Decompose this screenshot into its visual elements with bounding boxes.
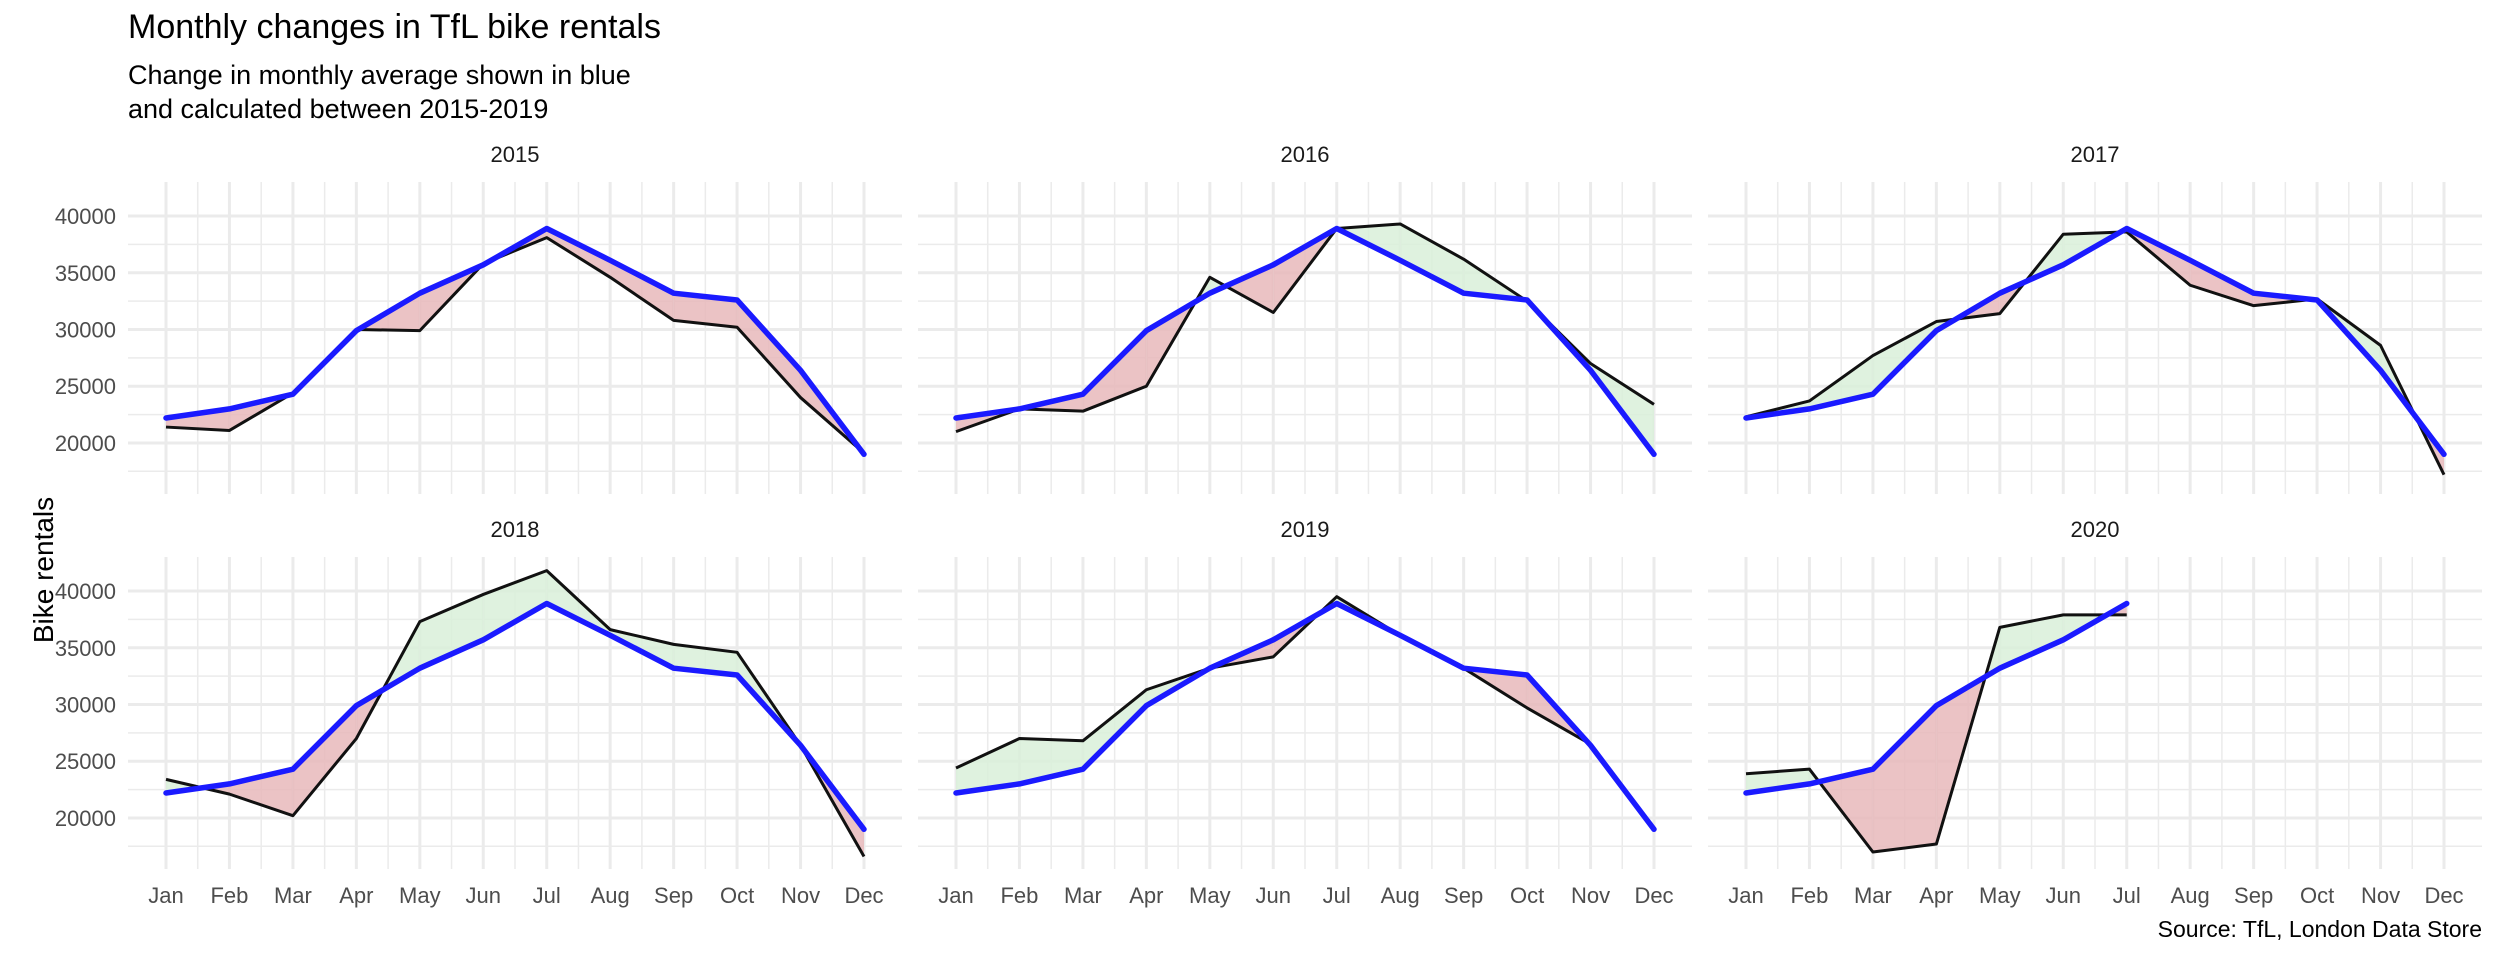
x-tick-label: Sep: [2234, 883, 2273, 908]
x-tick-label: Jan: [1728, 883, 1763, 908]
y-tick-label: 25000: [55, 374, 116, 399]
facet-label-2016: 2016: [1281, 142, 1330, 167]
x-tick-label: Jun: [466, 883, 501, 908]
difference-ribbon: [1225, 264, 1274, 313]
difference-ribbon: [292, 705, 357, 816]
actual-rentals-line-2019: [955, 595, 1656, 830]
difference-ribbon: [1999, 614, 2064, 669]
facet-label-2017: 2017: [2071, 142, 2120, 167]
actual-rentals-line-2017: [1745, 230, 2446, 476]
x-tick-label: Jun: [2046, 883, 2081, 908]
x-tick-label: Apr: [1129, 883, 1163, 908]
x-tick-label: Jan: [148, 883, 183, 908]
x-tick-label: Nov: [1571, 883, 1610, 908]
difference-ribbon: [1400, 223, 1464, 294]
actual-rentals-line-2018: [165, 569, 866, 858]
difference-ribbon: [546, 228, 611, 278]
difference-ribbon: [1872, 705, 1937, 852]
facet-panel-2020: 2020 Jan Feb Mar Apr May Jun Jul Aug Sep Oct Nov Dec: [1708, 517, 2482, 908]
x-tick-label: Dec: [844, 883, 883, 908]
x-tick-label: Oct: [2300, 883, 2334, 908]
difference-ribbon: [166, 408, 230, 431]
x-tick-label: May: [399, 883, 441, 908]
difference-ribbon: [1082, 689, 1147, 770]
x-tick-label: Aug: [2171, 883, 2210, 908]
facet-panel-2016: 2016: [918, 142, 1692, 494]
x-tick-label: Jul: [1323, 883, 1351, 908]
x-tick-label: Nov: [781, 883, 820, 908]
facet-label-2019: 2019: [1281, 517, 1330, 542]
x-tick-label: Aug: [1381, 883, 1420, 908]
y-tick-label: 40000: [55, 579, 116, 604]
y-tick-label: 30000: [55, 692, 116, 717]
y-tick-label: 20000: [55, 806, 116, 831]
x-tick-label: Nov: [2361, 883, 2400, 908]
difference-ribbon: [673, 293, 738, 328]
monthly-average-line-2018: [163, 600, 867, 833]
difference-ribbon: [483, 570, 547, 640]
difference-ribbon: [956, 738, 1020, 793]
y-tick-label: 40000: [55, 204, 116, 229]
x-tick-label: Mar: [1854, 883, 1892, 908]
chart-title: Monthly changes in TfL bike rentals: [128, 8, 661, 46]
actual-rentals-line-2020: [1745, 613, 2127, 854]
facet-panel-2017: 2017: [1708, 142, 2482, 494]
y-tick-label: 35000: [55, 636, 116, 661]
monthly-average-line-2020: [1743, 600, 2130, 796]
facet-panel-2018: 2018 20000 25000 30000 35000 40000 Jan Feb Mar Ap…: [55, 517, 902, 908]
x-tick-label: Jan: [938, 883, 973, 908]
x-tick-label: Apr: [339, 883, 373, 908]
difference-ribbon: [610, 260, 674, 321]
difference-ribbon: [419, 594, 484, 669]
monthly-average-line-2019: [953, 600, 1657, 833]
x-tick-label: Dec: [1634, 883, 1673, 908]
x-tick-label: May: [1979, 883, 2021, 908]
y-tick-label: 20000: [55, 431, 116, 456]
facet-label-2018: 2018: [491, 517, 540, 542]
x-tick-label: Dec: [2424, 883, 2463, 908]
x-tick-label: Feb: [1790, 883, 1828, 908]
monthly-average-line-2017: [1743, 225, 2447, 458]
x-tick-label: Sep: [654, 883, 693, 908]
difference-ribbon: [2190, 260, 2254, 306]
y-tick-label: 35000: [55, 261, 116, 286]
facet-panel-2015: 2015 20000 25000 30000 35000 40000: [55, 142, 902, 494]
x-tick-label: Mar: [274, 883, 312, 908]
chart-subtitle: Change in monthly average shown in blue …: [128, 60, 631, 124]
difference-ribbon: [1746, 769, 1810, 793]
x-tick-label: Feb: [210, 883, 248, 908]
monthly-average-line-2015: [163, 225, 867, 458]
x-tick-label: Apr: [1919, 883, 1953, 908]
facet-panel-2019: 2019 Jan Feb Mar Apr May Jun Jul Aug Sep Oct Nov Dec: [918, 517, 1692, 908]
x-tick-label: Jun: [1256, 883, 1291, 908]
source-caption: Source: TfL, London Data Store: [2157, 916, 2482, 942]
x-tick-label: May: [1189, 883, 1231, 908]
x-tick-label: Aug: [591, 883, 630, 908]
x-tick-label: Jul: [2113, 883, 2141, 908]
x-tick-label: Sep: [1444, 883, 1483, 908]
monthly-average-line-2016: [953, 225, 1657, 458]
facet-label-2015: 2015: [491, 142, 540, 167]
difference-ribbon: [737, 299, 801, 398]
facet-label-2020: 2020: [2071, 517, 2120, 542]
x-tick-label: Oct: [720, 883, 754, 908]
x-tick-label: Mar: [1064, 883, 1102, 908]
x-tick-label: Jul: [533, 883, 561, 908]
x-tick-label: Feb: [1000, 883, 1038, 908]
y-tick-label: 25000: [55, 749, 116, 774]
x-tick-label: Oct: [1510, 883, 1544, 908]
y-tick-label: 30000: [55, 317, 116, 342]
difference-ribbon: [1819, 769, 1873, 852]
